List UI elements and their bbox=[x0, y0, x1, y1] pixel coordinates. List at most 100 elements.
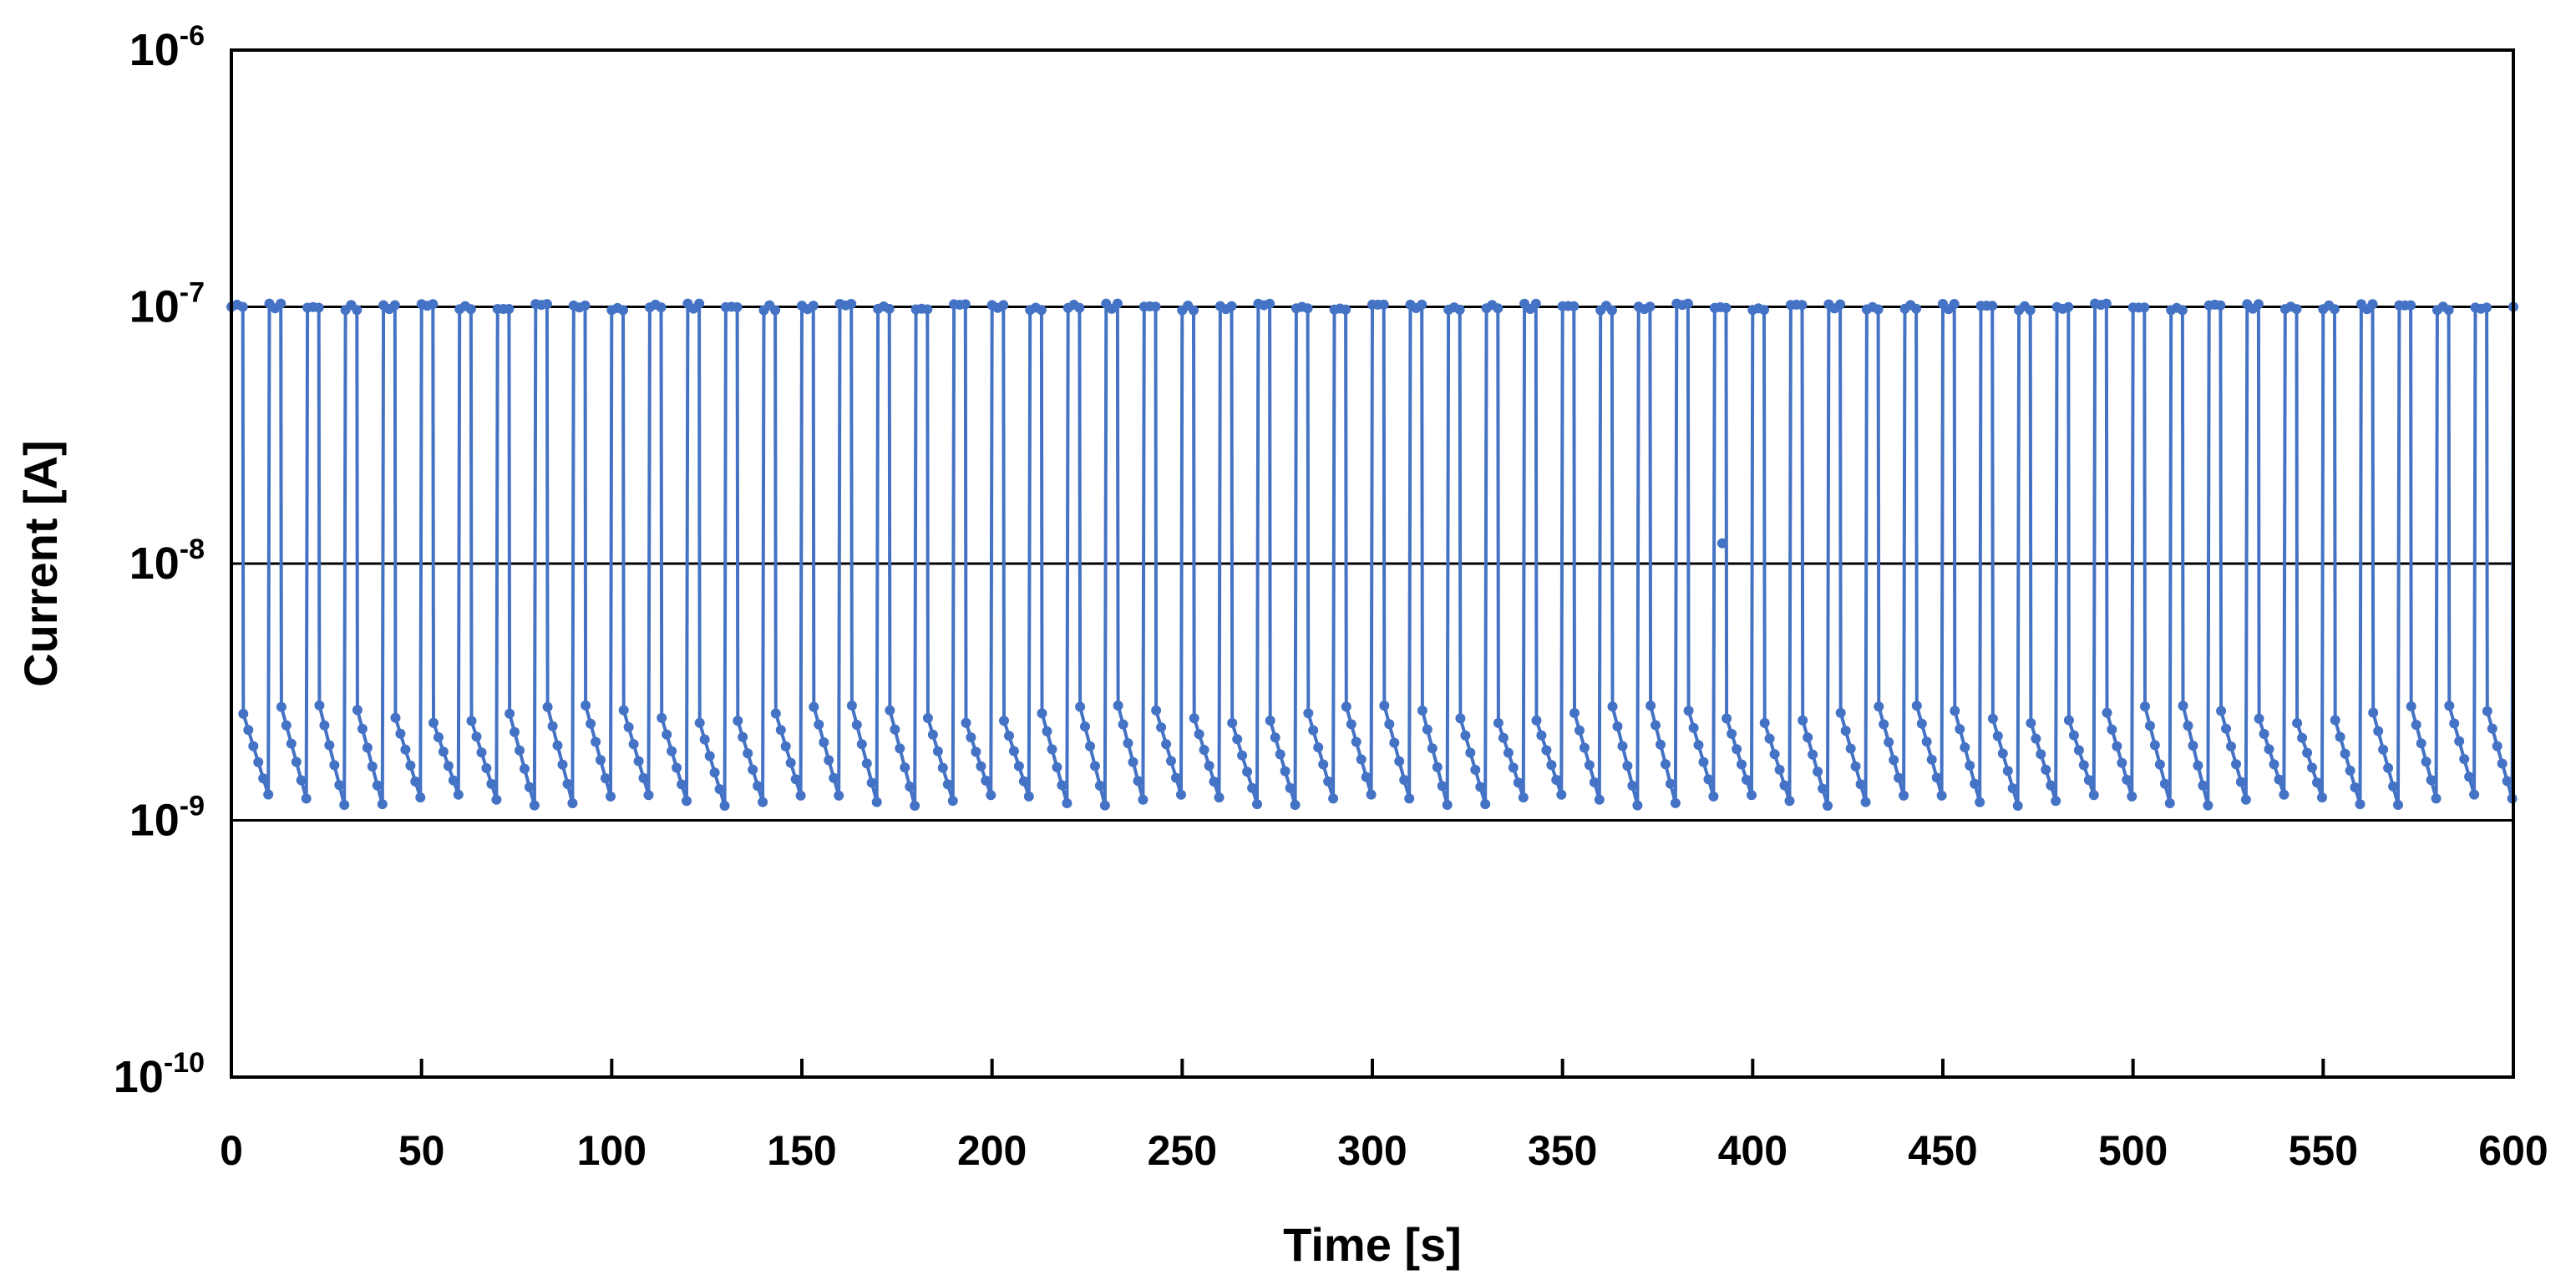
data-point bbox=[2355, 799, 2366, 810]
data-point bbox=[580, 300, 591, 311]
y-tick-exponent: -9 bbox=[180, 791, 205, 822]
data-point bbox=[2164, 798, 2175, 808]
data-point bbox=[524, 782, 535, 792]
data-point bbox=[2083, 775, 2094, 786]
data-point bbox=[885, 705, 895, 716]
data-point bbox=[390, 712, 401, 723]
data-point bbox=[1955, 724, 1965, 735]
data-point bbox=[1840, 726, 1851, 736]
data-point bbox=[1099, 800, 1110, 811]
data-point bbox=[1651, 720, 1661, 731]
data-point bbox=[1470, 765, 1481, 775]
data-point bbox=[281, 720, 292, 731]
data-point bbox=[856, 739, 867, 750]
data-point bbox=[2416, 738, 2426, 749]
data-point bbox=[1356, 754, 1367, 765]
y-axis-ticks: 10-610-710-810-910-10 bbox=[114, 20, 205, 1102]
data-point bbox=[313, 302, 324, 313]
data-point bbox=[504, 304, 515, 314]
x-tick-label: 200 bbox=[957, 1127, 1027, 1174]
data-point bbox=[1303, 708, 1314, 719]
data-point bbox=[623, 721, 634, 732]
data-point bbox=[291, 756, 302, 767]
data-point bbox=[618, 705, 629, 716]
data-point bbox=[2444, 701, 2455, 711]
data-point bbox=[1080, 721, 1090, 732]
data-point bbox=[352, 305, 363, 316]
data-point bbox=[1265, 716, 1275, 726]
data-point bbox=[1090, 761, 1100, 772]
data-point bbox=[960, 299, 971, 310]
y-tick-base: 10 bbox=[129, 25, 180, 75]
data-point bbox=[2426, 775, 2437, 786]
data-point bbox=[1270, 732, 1280, 743]
data-point bbox=[1427, 743, 1438, 754]
data-point bbox=[2149, 740, 2160, 751]
data-point bbox=[1670, 797, 1681, 808]
data-point bbox=[2340, 748, 2350, 759]
data-point bbox=[1803, 732, 1813, 743]
data-point bbox=[362, 742, 373, 753]
data-point bbox=[1759, 305, 1769, 316]
data-point bbox=[2101, 298, 2112, 309]
data-point bbox=[1498, 732, 1509, 743]
data-point bbox=[2073, 745, 2084, 756]
data-point bbox=[586, 718, 596, 729]
data-point bbox=[253, 756, 264, 767]
data-point bbox=[2063, 715, 2074, 726]
data-point bbox=[1151, 705, 1162, 716]
data-point bbox=[2231, 759, 2241, 770]
data-point bbox=[1023, 791, 1034, 802]
data-point bbox=[400, 744, 411, 755]
x-tick-label: 400 bbox=[1718, 1127, 1787, 1174]
data-point bbox=[2454, 736, 2465, 746]
data-point bbox=[2117, 757, 2127, 768]
data-point bbox=[2459, 754, 2470, 765]
data-point bbox=[2068, 730, 2079, 741]
data-point bbox=[286, 738, 297, 749]
y-tick-exponent: -6 bbox=[180, 20, 205, 52]
data-point bbox=[2203, 800, 2213, 811]
data-point bbox=[2464, 772, 2475, 782]
data-point bbox=[601, 773, 611, 784]
data-point bbox=[1556, 789, 1567, 800]
data-point bbox=[377, 799, 388, 810]
data-point bbox=[851, 720, 862, 731]
data-point bbox=[258, 773, 269, 784]
data-point bbox=[1987, 301, 1998, 311]
data-point bbox=[819, 737, 829, 748]
series-current bbox=[226, 298, 2518, 811]
data-point bbox=[971, 746, 981, 757]
data-point bbox=[2469, 789, 2480, 800]
data-point bbox=[1722, 713, 1732, 724]
data-point bbox=[1899, 790, 1909, 801]
data-point bbox=[1916, 718, 1927, 729]
data-point bbox=[790, 774, 801, 785]
data-point bbox=[999, 716, 1009, 726]
data-point bbox=[1656, 739, 1666, 750]
data-point bbox=[1965, 760, 1975, 771]
data-point bbox=[743, 748, 753, 759]
data-point bbox=[1769, 749, 1780, 760]
data-point bbox=[2279, 789, 2289, 800]
data-point bbox=[1850, 761, 1861, 772]
data-point bbox=[2025, 305, 2036, 316]
series-line bbox=[231, 301, 2515, 807]
data-point bbox=[2335, 731, 2345, 742]
data-point bbox=[1503, 747, 1514, 758]
data-point bbox=[785, 757, 796, 768]
data-point bbox=[1627, 781, 1638, 791]
data-point bbox=[2406, 300, 2416, 311]
y-tick-label: 10-8 bbox=[129, 534, 205, 589]
data-point bbox=[1171, 772, 1181, 783]
data-point bbox=[1992, 731, 2003, 741]
data-point bbox=[1133, 776, 1143, 787]
data-point bbox=[1328, 793, 1339, 804]
data-point bbox=[1873, 304, 1884, 315]
data-point bbox=[709, 767, 720, 778]
data-point bbox=[1926, 754, 1937, 765]
data-point bbox=[1784, 796, 1795, 807]
y-tick-exponent: -7 bbox=[180, 277, 205, 309]
data-point bbox=[682, 796, 692, 807]
